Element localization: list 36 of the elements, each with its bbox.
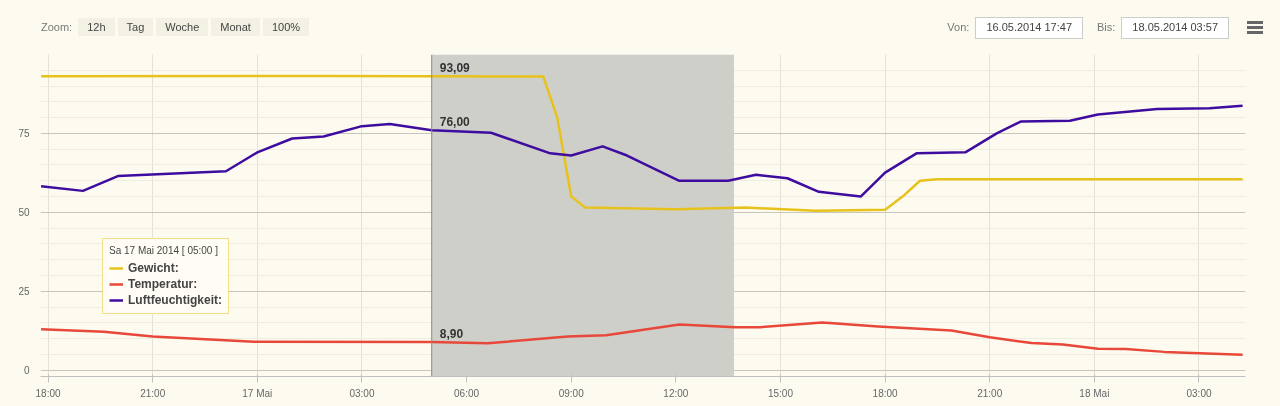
- annotation: 8,90: [439, 327, 464, 342]
- x-tick-label: 06:00: [454, 387, 480, 399]
- legend-label: Gewicht:: [128, 261, 179, 275]
- button: Monat: [211, 18, 260, 36]
- button: Woche: [156, 18, 209, 36]
- line-series: [40, 321, 1244, 356]
- y-tick-label: 25: [18, 286, 30, 298]
- y-tick-label: 50: [18, 207, 30, 219]
- input: 18.05.2014 03:57: [1121, 17, 1229, 39]
- annotation: 93,09: [439, 61, 471, 76]
- input: 16.05.2014 17:47: [975, 17, 1083, 39]
- button: 100%: [262, 18, 310, 36]
- button: Tag: [117, 18, 154, 36]
- legend-label: Temperatur:: [128, 277, 198, 291]
- x-tick-label: 18 Mai: [1079, 387, 1110, 399]
- x-tick-label: 21:00: [977, 387, 1003, 399]
- x-tick-label: 15:00: [767, 387, 794, 399]
- label: Zoom:: [41, 21, 73, 33]
- annotation: 76,00: [439, 115, 471, 130]
- x-tick-label: 03:00: [1186, 387, 1212, 399]
- x-tick-label: 21:00: [140, 387, 166, 399]
- x-tick-label: 18:00: [35, 387, 62, 399]
- x-tick-label: 18:00: [872, 387, 899, 399]
- button: 12h: [78, 18, 115, 36]
- x-tick-label: 09:00: [558, 387, 585, 399]
- line-series: [40, 74, 1244, 213]
- legend-label: Luftfeuchtigkeit:: [128, 293, 222, 307]
- line-series: [40, 104, 1244, 198]
- label: Bis:: [1097, 20, 1116, 35]
- x-tick-label: 03:00: [349, 387, 375, 399]
- legend-title: Sa 17 Mai 2014 [ 05:00 ]: [109, 245, 219, 256]
- x-tick-label: 12:00: [663, 387, 689, 399]
- y-tick-label: 75: [18, 128, 30, 140]
- x-tick-label: 17 Mai: [242, 387, 273, 399]
- y-tick-label: 0: [23, 365, 30, 377]
- label: Von:: [947, 20, 970, 35]
